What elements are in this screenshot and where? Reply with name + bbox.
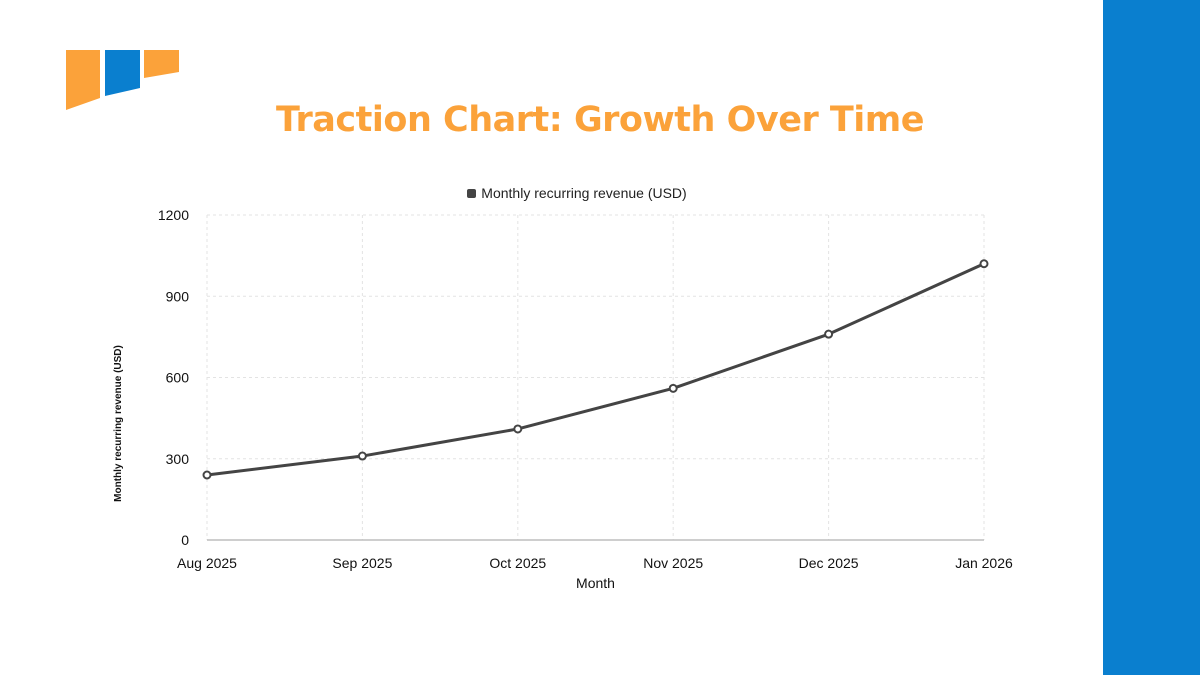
data-point[interactable] — [979, 259, 989, 269]
x-axis-title: Month — [576, 575, 615, 591]
data-point[interactable] — [357, 451, 367, 461]
chart-legend[interactable]: Monthly recurring revenue (USD) — [0, 185, 1154, 201]
x-tick-label: Jan 2026 — [955, 555, 1013, 571]
side-accent-bar — [1103, 0, 1200, 675]
data-point[interactable] — [668, 383, 678, 393]
legend-label: Monthly recurring revenue (USD) — [481, 185, 687, 201]
y-tick-label: 300 — [166, 451, 190, 467]
legend-swatch-icon — [467, 188, 477, 198]
y-tick-label: 1200 — [158, 207, 189, 223]
y-axis-title: Monthly recurring revenue (USD) — [113, 345, 124, 502]
series-line — [206, 262, 985, 477]
x-tick-label: Sep 2025 — [332, 555, 392, 571]
company-logo-icon — [66, 50, 179, 110]
data-point[interactable] — [513, 424, 523, 434]
y-tick-label: 900 — [166, 288, 190, 304]
x-tick-label: Dec 2025 — [799, 555, 859, 571]
x-tick-label: Nov 2025 — [643, 555, 703, 571]
y-tick-label: 0 — [181, 532, 189, 548]
page-title: Traction Chart: Growth Over Time — [276, 100, 924, 140]
x-tick-label: Aug 2025 — [177, 555, 237, 571]
data-point[interactable] — [202, 470, 212, 480]
x-tick-label: Oct 2025 — [489, 555, 546, 571]
data-point[interactable] — [824, 329, 834, 339]
y-tick-label: 600 — [166, 370, 190, 386]
